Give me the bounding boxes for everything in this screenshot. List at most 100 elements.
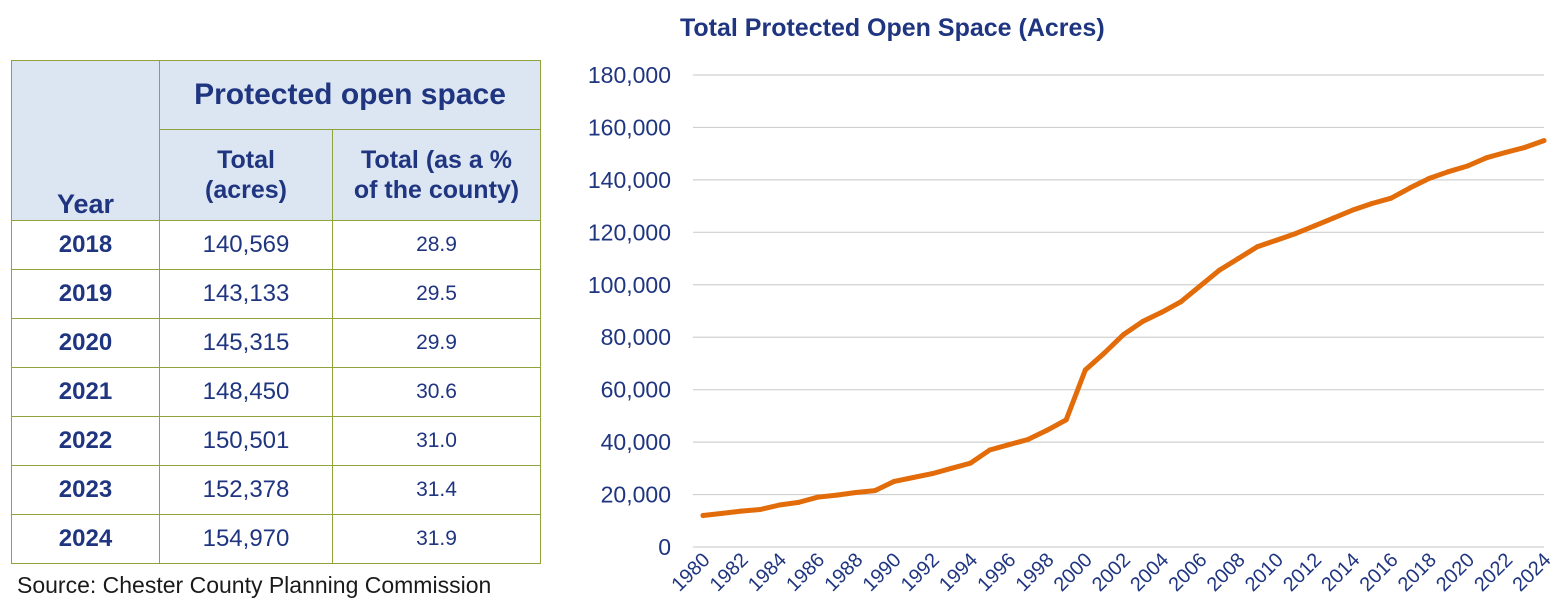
total-pct-cell: 29.5	[332, 269, 541, 319]
x-tick-label: 1998	[1012, 549, 1059, 596]
data-point	[1140, 318, 1146, 324]
data-point	[1484, 155, 1490, 161]
data-point	[1445, 169, 1451, 175]
total-pct-cell: 29.9	[332, 318, 541, 368]
data-point	[948, 465, 954, 471]
data-point	[700, 513, 706, 519]
x-tick-label: 1980	[668, 549, 715, 596]
y-tick-label: 180,000	[588, 62, 671, 88]
total-acres-header-line1: Total	[217, 146, 275, 174]
x-tick-label: 2024	[1509, 549, 1550, 596]
data-point	[757, 507, 763, 513]
y-tick-label: 120,000	[588, 219, 671, 245]
data-point	[1407, 185, 1413, 191]
source-note: Source: Chester County Planning Commissi…	[17, 572, 492, 598]
y-tick-label: 80,000	[601, 324, 671, 350]
y-tick-label: 100,000	[588, 272, 671, 298]
chart-title: Total Protected Open Space (Acres)	[680, 14, 1105, 42]
data-point	[1503, 149, 1509, 155]
data-point	[1159, 309, 1165, 315]
y-tick-label: 60,000	[601, 377, 671, 403]
total-acres-cell: 145,315	[159, 318, 333, 368]
data-point	[1293, 231, 1299, 237]
total-pct-header-line1: Total (as a %	[361, 146, 512, 174]
data-point	[1273, 237, 1279, 243]
x-tick-label: 2016	[1356, 549, 1403, 596]
series-line	[700, 138, 1547, 518]
data-point	[1121, 332, 1126, 338]
x-tick-label: 1986	[782, 549, 829, 596]
table-row: 2019 143,133 29.5	[11, 269, 541, 319]
year-cell: 2024	[11, 514, 160, 564]
x-tick-label: 2012	[1279, 549, 1326, 596]
data-point	[1063, 417, 1069, 423]
data-point	[968, 460, 974, 466]
data-point	[872, 488, 878, 494]
year-cell: 2019	[11, 269, 160, 319]
x-tick-label: 1992	[897, 549, 944, 596]
total-acres-header: Total (acres)	[159, 129, 333, 221]
data-point	[1006, 442, 1012, 448]
x-tick-label: 1990	[859, 549, 906, 596]
total-pct-cell: 28.9	[332, 220, 541, 270]
table-row: 2024 154,970 31.9	[11, 514, 541, 564]
data-point	[891, 478, 897, 484]
year-cell: 2018	[11, 220, 160, 270]
total-acres-cell: 140,569	[159, 220, 333, 270]
y-tick-label: 0	[658, 534, 671, 560]
x-tick-label: 2002	[1088, 549, 1135, 596]
y-tick-label: 140,000	[588, 167, 671, 193]
x-tick-label: 1984	[744, 549, 791, 596]
open-space-table: Year Protected open space Total (acres) …	[11, 60, 541, 564]
line-chart: 0 20,000 40,000 60,000 80,000 100,000 120,000 1…	[588, 62, 1550, 596]
year-cell: 2022	[11, 416, 160, 466]
total-acres-cell: 150,501	[159, 416, 333, 466]
x-tick-label: 2010	[1241, 549, 1288, 596]
data-point	[1465, 163, 1471, 169]
x-tick-label: 2006	[1164, 549, 1211, 596]
x-tick-label: 1988	[820, 549, 867, 596]
x-tick-label: 2000	[1050, 549, 1097, 596]
total-pct-header: Total (as a % of the county)	[332, 129, 541, 221]
data-point	[1426, 175, 1432, 181]
y-tick-label: 40,000	[601, 429, 671, 455]
data-point	[929, 471, 935, 477]
data-point	[1331, 215, 1337, 221]
year-cell: 2023	[11, 465, 160, 515]
data-point	[834, 492, 840, 498]
table-row: 2023 152,378 31.4	[11, 465, 541, 515]
data-point	[1025, 436, 1031, 442]
data-point	[738, 508, 744, 514]
data-point	[1178, 299, 1184, 305]
data-point	[815, 494, 821, 500]
stats-table: Year Protected open space Total (acres) …	[11, 60, 541, 564]
total-acres-header-line2: (acres)	[205, 176, 287, 204]
x-tick-label: 2018	[1394, 549, 1441, 596]
data-point	[910, 475, 916, 481]
table-row: 2020 145,315 29.9	[11, 318, 541, 368]
year-cell: 2021	[11, 367, 160, 417]
data-point	[1101, 350, 1107, 356]
table-row: 2018 140,569 28.9	[11, 220, 541, 270]
data-point	[796, 499, 802, 505]
data-point	[1541, 138, 1547, 144]
data-point	[1044, 427, 1050, 433]
total-pct-header-line2: of the county)	[353, 176, 520, 204]
data-point	[987, 447, 993, 453]
x-tick-label: 1982	[706, 549, 753, 596]
total-acres-cell: 143,133	[159, 269, 333, 319]
y-tick-label: 160,000	[588, 114, 671, 140]
total-acres-cell: 152,378	[159, 465, 333, 515]
data-point	[776, 502, 782, 508]
data-point	[1388, 195, 1394, 201]
data-point	[1235, 256, 1241, 262]
x-tick-label: 2014	[1317, 549, 1364, 596]
data-point	[1312, 223, 1318, 229]
table-row: 2021 148,450 30.6	[11, 367, 541, 417]
x-tick-label: 2022	[1470, 549, 1517, 596]
data-point	[1216, 267, 1222, 273]
x-tick-label: 1996	[973, 549, 1020, 596]
x-tick-label: 2004	[1126, 549, 1173, 596]
x-tick-label: 2008	[1203, 549, 1250, 596]
total-pct-cell: 30.6	[332, 367, 541, 417]
